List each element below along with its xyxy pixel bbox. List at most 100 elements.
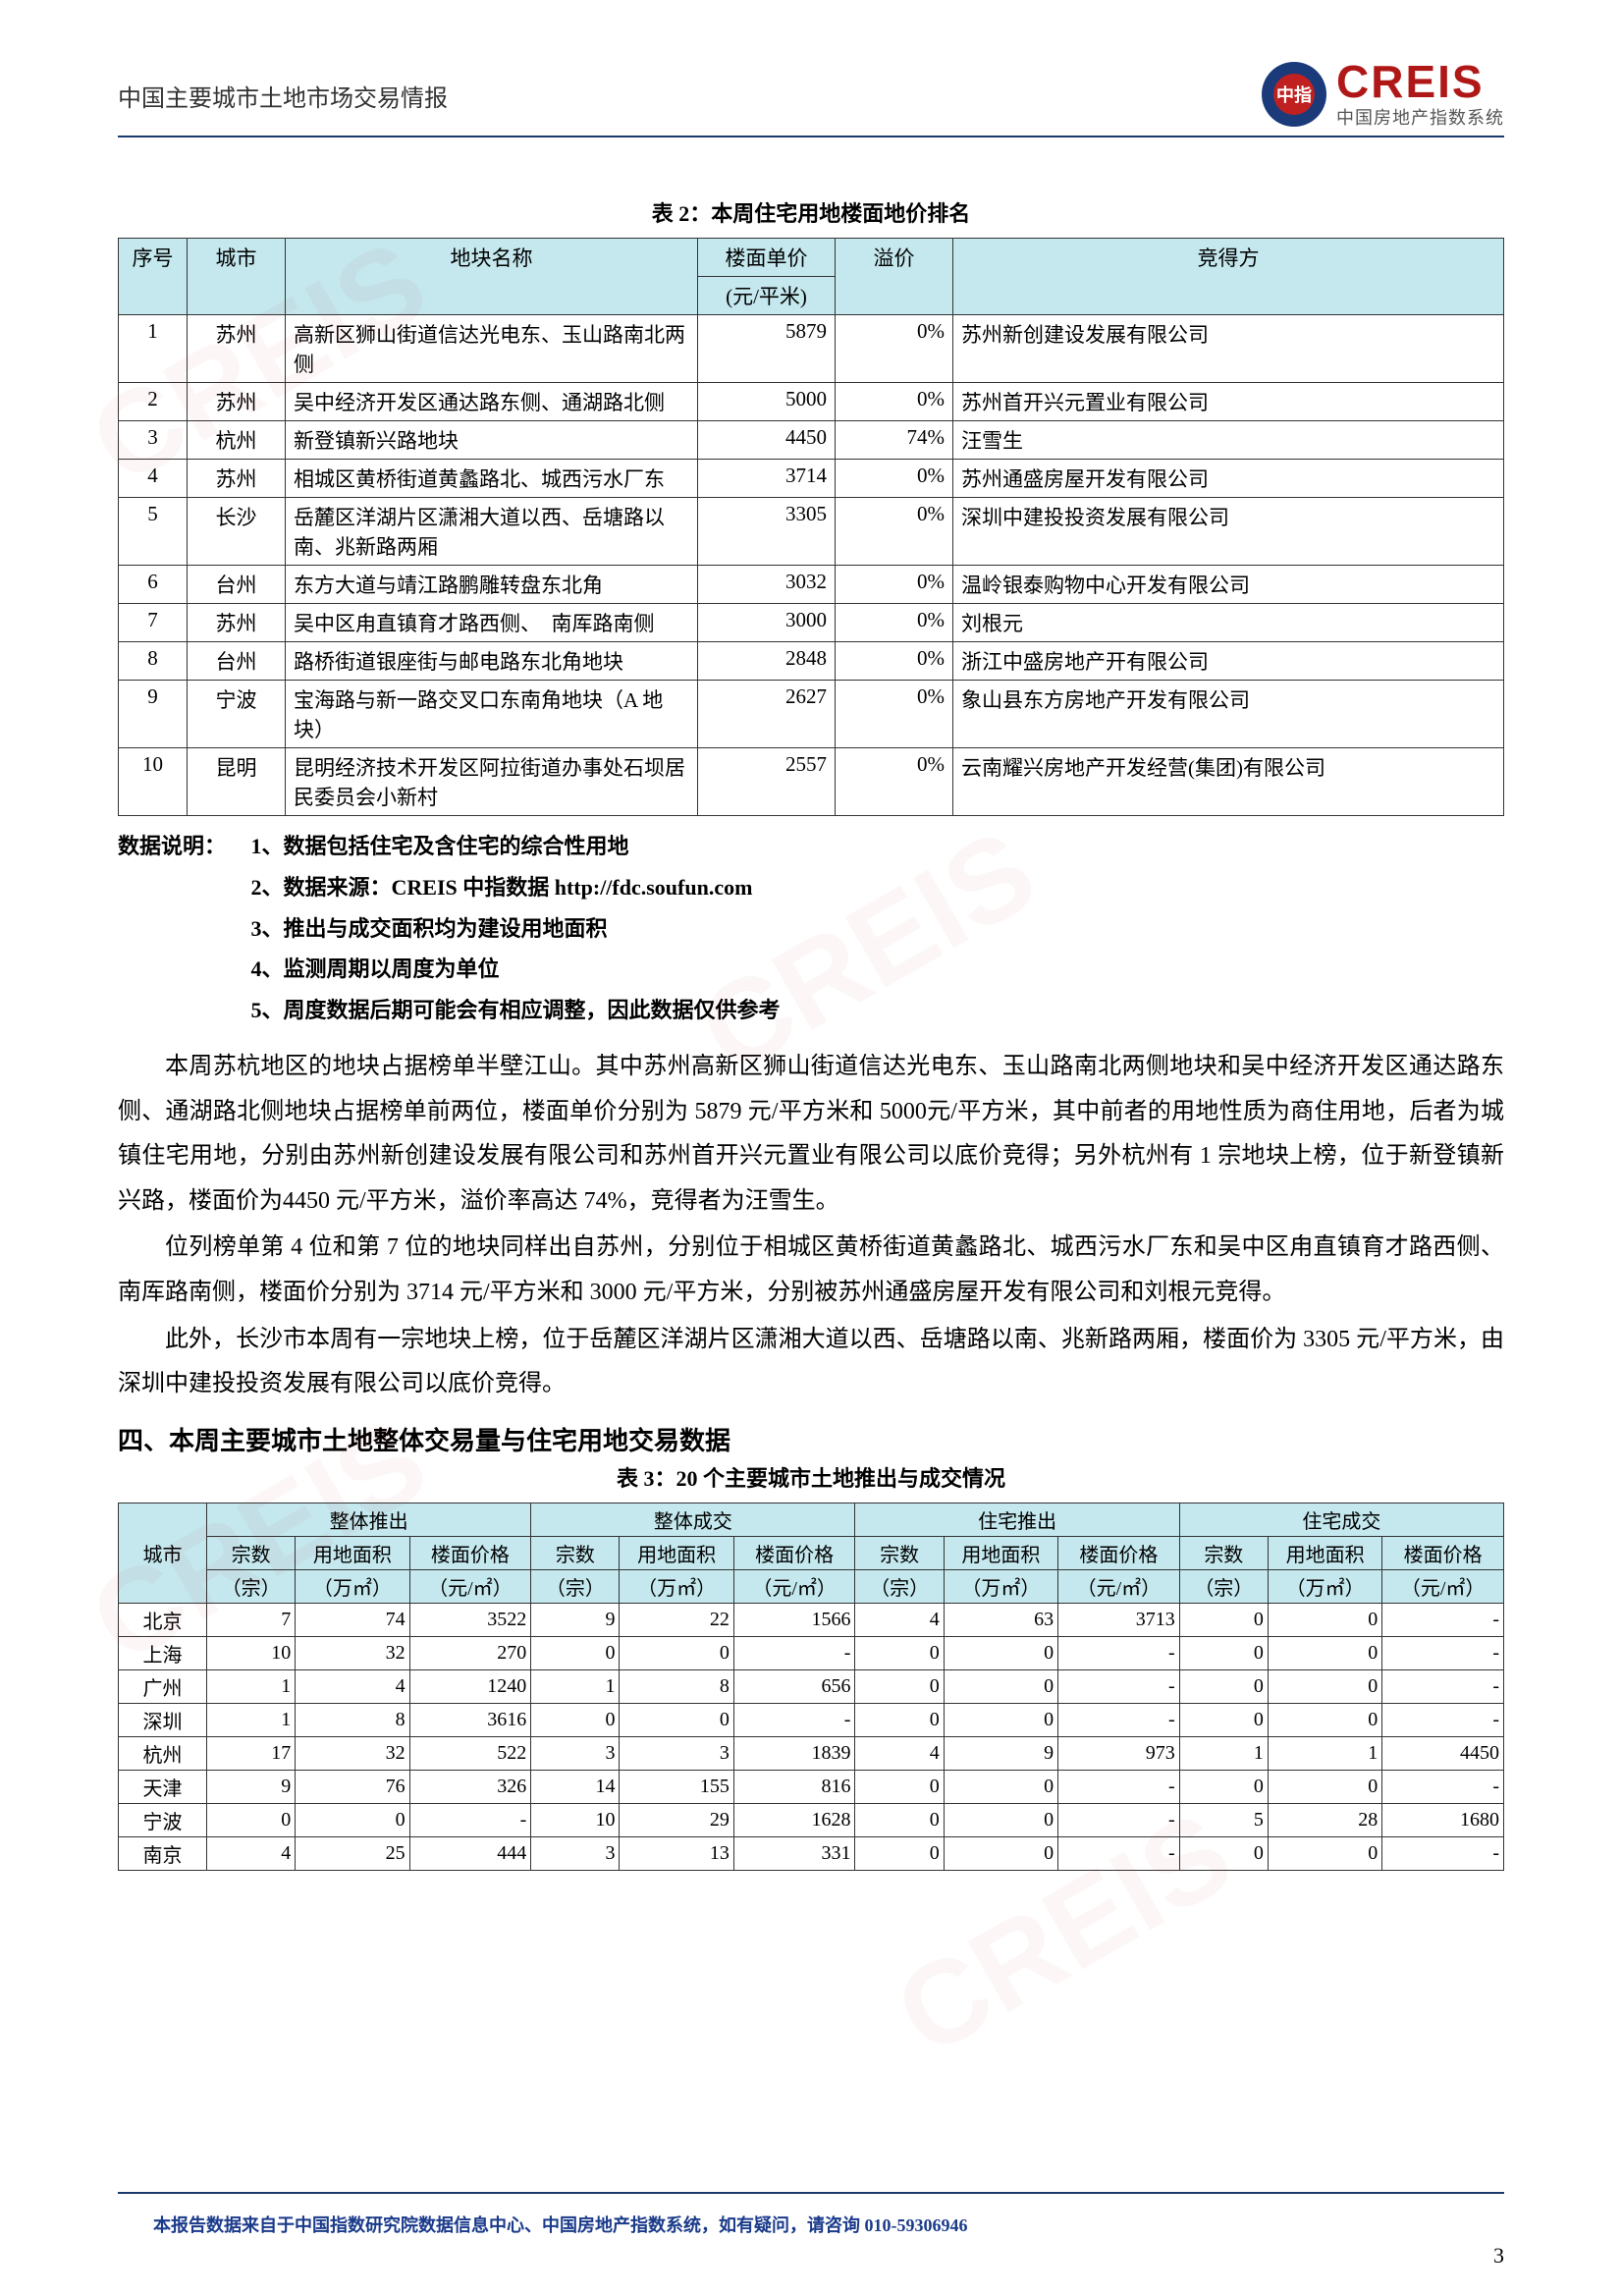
t2-city: 长沙 (188, 498, 286, 566)
table3-caption: 表 3：20 个主要城市土地推出与成交情况 (118, 1461, 1504, 1493)
notes-item: 2、数据来源：CREIS 中指数据 http://fdc.soufun.com (251, 867, 781, 908)
t2-buyer: 苏州首开兴元置业有限公司 (953, 383, 1504, 421)
table-row: 6台州东方大道与靖江路鹏雕转盘东北角30320%温岭银泰购物中心开发有限公司 (119, 566, 1504, 604)
t3-val: 0 (1268, 1636, 1381, 1669)
t2-seq: 6 (119, 566, 188, 604)
t3-city: 广州 (119, 1669, 207, 1703)
t3-subheader: 宗数 (207, 1536, 296, 1569)
t3-subheader: 楼面价格 (1382, 1536, 1504, 1569)
table-row: 7苏州吴中区甪直镇育才路西侧、 南厍路南侧30000%刘根元 (119, 604, 1504, 642)
table-row: 北京77435229221566463371300- (119, 1603, 1504, 1636)
table3: 城市 整体推出 整体成交 住宅推出 住宅成交 宗数用地面积楼面价格宗数用地面积楼… (118, 1503, 1504, 1871)
t3-val: 1 (207, 1703, 296, 1736)
t3-val: 1566 (733, 1603, 855, 1636)
t3-val: 32 (296, 1736, 409, 1770)
t3-subheader: 宗数 (1179, 1536, 1268, 1569)
t2-seq: 2 (119, 383, 188, 421)
t3-val: 1 (1179, 1736, 1268, 1770)
t3-val: 656 (733, 1669, 855, 1703)
t2-name: 相城区黄桥街道黄蠡路北、城西污水厂东 (286, 460, 698, 498)
t3-val: 0 (1179, 1836, 1268, 1870)
t3-val: 13 (620, 1836, 733, 1870)
table-row: 5长沙岳麓区洋湖片区潇湘大道以西、岳塘路以南、兆新路两厢33050%深圳中建投投… (119, 498, 1504, 566)
t3-val: - (1382, 1836, 1504, 1870)
t3-unit: （元/㎡） (409, 1569, 531, 1603)
page-header: 中国主要城市土地市场交易情报 CREIS 中国房地产指数系统 (118, 59, 1504, 137)
t2-th-prem: 溢价 (836, 239, 953, 315)
t3-val: 9 (207, 1770, 296, 1803)
table-row: 南京42544431333100-00- (119, 1836, 1504, 1870)
table-row: 8台州路桥街道银座街与邮电路东北角地块28480%浙江中盛房地产开有限公司 (119, 642, 1504, 681)
t3-val: 0 (1179, 1703, 1268, 1736)
t3-subheader: 楼面价格 (1058, 1536, 1180, 1569)
t3-subheader: 用地面积 (1268, 1536, 1381, 1569)
t2-seq: 7 (119, 604, 188, 642)
t3-val: 1 (531, 1669, 620, 1703)
t3-val: 0 (855, 1836, 944, 1870)
t3-val: - (1382, 1703, 1504, 1736)
t3-val: 0 (1179, 1669, 1268, 1703)
t2-name: 岳麓区洋湖片区潇湘大道以西、岳塘路以南、兆新路两厢 (286, 498, 698, 566)
t2-prem: 0% (836, 383, 953, 421)
t2-price: 5000 (698, 383, 836, 421)
body-paragraphs: 本周苏杭地区的地块占据榜单半壁江山。其中苏州高新区狮山街道信达光电东、玉山路南北… (118, 1045, 1504, 1407)
t3-val: - (1058, 1836, 1180, 1870)
t3-val: 3 (620, 1736, 733, 1770)
t3-val: 3522 (409, 1603, 531, 1636)
t3-val: 0 (855, 1669, 944, 1703)
t3-val: 10 (531, 1803, 620, 1836)
t3-val: 155 (620, 1770, 733, 1803)
table-row: 天津9763261415581600-00- (119, 1770, 1504, 1803)
t3-subheader: 宗数 (531, 1536, 620, 1569)
logo-text-main: CREIS (1336, 59, 1504, 104)
t2-seq: 4 (119, 460, 188, 498)
t2-price: 2627 (698, 681, 836, 748)
t3-val: 522 (409, 1736, 531, 1770)
t3-val: - (1058, 1703, 1180, 1736)
t3-val: - (1382, 1636, 1504, 1669)
t3-val: - (1058, 1803, 1180, 1836)
t3-val: 270 (409, 1636, 531, 1669)
t3-subheader: 用地面积 (944, 1536, 1057, 1569)
t2-prem: 0% (836, 315, 953, 383)
t2-seq: 1 (119, 315, 188, 383)
t3-val: 0 (944, 1703, 1057, 1736)
t3-val: 10 (207, 1636, 296, 1669)
t3-val: 74 (296, 1603, 409, 1636)
t2-buyer: 苏州新创建设发展有限公司 (953, 315, 1504, 383)
t3-val: - (1382, 1669, 1504, 1703)
t3-val: 0 (855, 1803, 944, 1836)
t3-val: 4 (855, 1603, 944, 1636)
t2-price: 3714 (698, 460, 836, 498)
t3-val: 0 (944, 1669, 1057, 1703)
t2-city: 昆明 (188, 748, 286, 816)
t3-val: 0 (1179, 1636, 1268, 1669)
body-paragraph: 位列榜单第 4 位和第 7 位的地块同样出自苏州，分别位于相城区黄桥街道黄蠡路北… (118, 1226, 1504, 1315)
table-row: 2苏州吴中经济开发区通达路东侧、通湖路北侧50000%苏州首开兴元置业有限公司 (119, 383, 1504, 421)
t3-val: - (1382, 1603, 1504, 1636)
t3-th-g3: 住宅推出 (855, 1503, 1179, 1536)
t3-val: 0 (1268, 1770, 1381, 1803)
t3-val: 0 (1179, 1603, 1268, 1636)
table-row: 杭州173252233183949973114450 (119, 1736, 1504, 1770)
t3-subheader: 用地面积 (296, 1536, 409, 1569)
t3-val: 0 (1268, 1703, 1381, 1736)
t3-subheader: 宗数 (855, 1536, 944, 1569)
t3-val: 22 (620, 1603, 733, 1636)
t3-val: 9 (531, 1603, 620, 1636)
t3-val: 32 (296, 1636, 409, 1669)
t3-val: 0 (1268, 1603, 1381, 1636)
t3-val: 1680 (1382, 1803, 1504, 1836)
t2-buyer: 刘根元 (953, 604, 1504, 642)
t3-city: 上海 (119, 1636, 207, 1669)
t3-subheader: 用地面积 (620, 1536, 733, 1569)
t3-val: 1628 (733, 1803, 855, 1836)
t3-val: 17 (207, 1736, 296, 1770)
t2-prem: 0% (836, 498, 953, 566)
t3-val: 5 (1179, 1803, 1268, 1836)
t2-buyer: 温岭银泰购物中心开发有限公司 (953, 566, 1504, 604)
t3-val: 29 (620, 1803, 733, 1836)
t2-name: 东方大道与靖江路鹏雕转盘东北角 (286, 566, 698, 604)
t2-price: 2848 (698, 642, 836, 681)
data-notes: 数据说明： 1、数据包括住宅及含住宅的综合性用地2、数据来源：CREIS 中指数… (118, 826, 1504, 1031)
